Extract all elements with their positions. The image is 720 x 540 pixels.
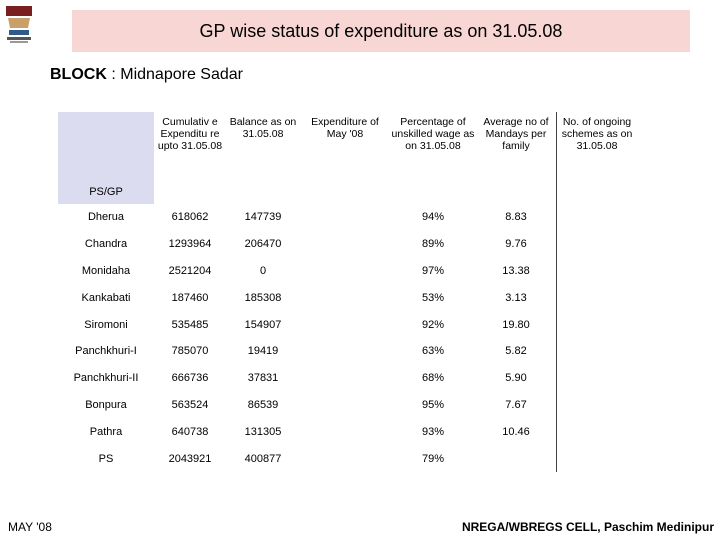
cell-cumulative-expenditure: 1293964 <box>168 238 212 251</box>
cell-average-mandays: 10.46 <box>502 425 530 438</box>
cell-cumulative-expenditure: 563524 <box>171 398 209 411</box>
cell-unskilled-wage-percentage: 95% <box>421 398 445 411</box>
cell-unskilled-wage-percentage: 93% <box>421 425 445 438</box>
cell-gp-name: Chandra <box>84 238 128 251</box>
cell-average-mandays: 5.90 <box>505 372 527 385</box>
cell-unskilled-wage-percentage: 89% <box>421 238 445 251</box>
cell-gp-name: Monidaha <box>81 264 131 277</box>
cell-expenditure-may <box>300 311 390 338</box>
header-ps-gp: PS/GP <box>58 112 154 204</box>
block-label: BLOCK <box>50 66 107 83</box>
cell-ongoing-schemes <box>556 311 637 338</box>
cell-balance: 154907 <box>244 318 282 331</box>
cell-cumulative-expenditure: 2521204 <box>168 264 212 277</box>
table-row: Bonpura 563524 86539 95% 7.67 <box>58 391 637 419</box>
cell-ongoing-schemes <box>556 204 637 231</box>
cell-expenditure-may <box>300 258 390 285</box>
cell-cumulative-expenditure: 785070 <box>171 345 209 358</box>
table-row: Monidaha 2521204 0 97% 13.38 <box>58 257 637 285</box>
footer-credit: NREGA/WBREGS CELL, Paschim Medinipur <box>461 520 714 534</box>
cell-gp-name: Bonpura <box>85 398 127 411</box>
footer-date: MAY '08 <box>8 520 52 534</box>
title-banner: GP wise status of expenditure as on 31.0… <box>72 10 690 52</box>
cell-average-mandays: 3.13 <box>505 291 527 304</box>
cell-ongoing-schemes <box>556 418 637 446</box>
header-expenditure-may: Expenditure of May '08 <box>311 116 379 140</box>
cell-expenditure-may <box>300 231 390 258</box>
cell-ongoing-schemes <box>556 230 637 258</box>
block-heading: BLOCK : Midnapore Sadar <box>50 66 243 84</box>
cell-balance: 37831 <box>247 372 279 385</box>
cell-expenditure-may <box>300 418 390 445</box>
cell-expenditure-may <box>300 204 390 231</box>
cell-ongoing-schemes <box>556 337 637 365</box>
cell-unskilled-wage-percentage: 97% <box>421 264 445 277</box>
table-row: Panchkhuri-II 666736 37831 68% 5.90 <box>58 364 637 392</box>
cell-unskilled-wage-percentage: 92% <box>421 318 445 331</box>
cell-cumulative-expenditure: 640738 <box>171 425 209 438</box>
block-value: Midnapore Sadar <box>120 66 243 83</box>
table-row: Pathra 640738 131305 93% 10.46 <box>58 418 637 446</box>
table-row: Panchkhuri-I 785070 19419 63% 5.82 <box>58 337 637 365</box>
cell-gp-name: Panchkhuri-II <box>73 372 139 385</box>
header-cumulative-expenditure: Cumulativ e Expenditu re upto 31.05.08 <box>157 116 223 152</box>
cell-cumulative-expenditure: 618062 <box>171 211 209 224</box>
table-row: Kankabati 187460 185308 53% 3.13 <box>58 284 637 312</box>
cell-gp-name: Pathra <box>89 425 123 438</box>
block-separator: : <box>111 66 116 83</box>
cell-cumulative-expenditure: 666736 <box>171 372 209 385</box>
cell-ongoing-schemes <box>556 391 637 419</box>
cell-expenditure-may <box>300 445 390 472</box>
cell-ongoing-schemes <box>556 445 637 472</box>
cell-average-mandays: 13.38 <box>502 264 530 277</box>
cell-balance: 0 <box>259 264 267 277</box>
cell-gp-name: Dherua <box>87 211 125 224</box>
cell-cumulative-expenditure: 187460 <box>171 291 209 304</box>
cell-expenditure-may <box>300 338 390 365</box>
cell-balance: 400877 <box>244 452 282 465</box>
cell-cumulative-expenditure: 2043921 <box>168 452 212 465</box>
emblem-logo <box>4 4 34 46</box>
cell-balance: 147739 <box>244 211 282 224</box>
table-body: Dherua 618062 147739 94% 8.83 Chandra 1293964 2… <box>58 204 637 472</box>
cell-unskilled-wage-percentage: 79% <box>421 452 445 465</box>
cell-balance: 131305 <box>244 425 282 438</box>
expenditure-table: PS/GP Cumulativ e Expenditu re upto 31.0… <box>58 112 637 472</box>
cell-average-mandays: 8.83 <box>505 211 527 224</box>
cell-expenditure-may <box>300 365 390 392</box>
cell-unskilled-wage-percentage: 68% <box>421 372 445 385</box>
cell-expenditure-may <box>300 392 390 419</box>
cell-balance: 206470 <box>244 238 282 251</box>
cell-ongoing-schemes <box>556 257 637 285</box>
cell-balance: 86539 <box>247 398 279 411</box>
cell-gp-name: Kankabati <box>81 291 131 304</box>
cell-balance: 185308 <box>244 291 282 304</box>
table-row: Dherua 618062 147739 94% 8.83 <box>58 204 637 231</box>
cell-average-mandays: 7.67 <box>505 398 527 411</box>
cell-ongoing-schemes <box>556 284 637 312</box>
cell-average-mandays: 19.80 <box>502 318 530 331</box>
header-ongoing-schemes: No. of ongoing schemes as on 31.05.08 <box>556 112 637 204</box>
cell-expenditure-may <box>300 284 390 311</box>
cell-average-mandays <box>476 445 557 472</box>
table-row: Siromoni 535485 154907 92% 19.80 <box>58 311 637 338</box>
table-row: Chandra 1293964 206470 89% 9.76 <box>58 230 637 258</box>
cell-balance: 19419 <box>247 345 279 358</box>
cell-gp-name: PS <box>98 452 114 465</box>
cell-unskilled-wage-percentage: 94% <box>421 211 445 224</box>
cell-unskilled-wage-percentage: 63% <box>421 345 445 358</box>
header-balance: Balance as on 31.05.08 <box>229 116 297 140</box>
cell-unskilled-wage-percentage: 53% <box>421 291 445 304</box>
table-row: PS 2043921 400877 79% <box>58 445 637 472</box>
cell-average-mandays: 9.76 <box>505 238 527 251</box>
table-header-row: PS/GP Cumulativ e Expenditu re upto 31.0… <box>58 112 637 204</box>
page-title: GP wise status of expenditure as on 31.0… <box>199 20 563 41</box>
cell-gp-name: Siromoni <box>84 318 128 331</box>
cell-gp-name: Panchkhuri-I <box>75 345 137 358</box>
cell-cumulative-expenditure: 535485 <box>171 318 209 331</box>
header-average-mandays: Average no of Mandays per family <box>483 116 549 152</box>
cell-ongoing-schemes <box>556 364 637 392</box>
header-unskilled-wage-percentage: Percentage of unskilled wage as on 31.05… <box>391 116 475 152</box>
cell-average-mandays: 5.82 <box>505 345 527 358</box>
